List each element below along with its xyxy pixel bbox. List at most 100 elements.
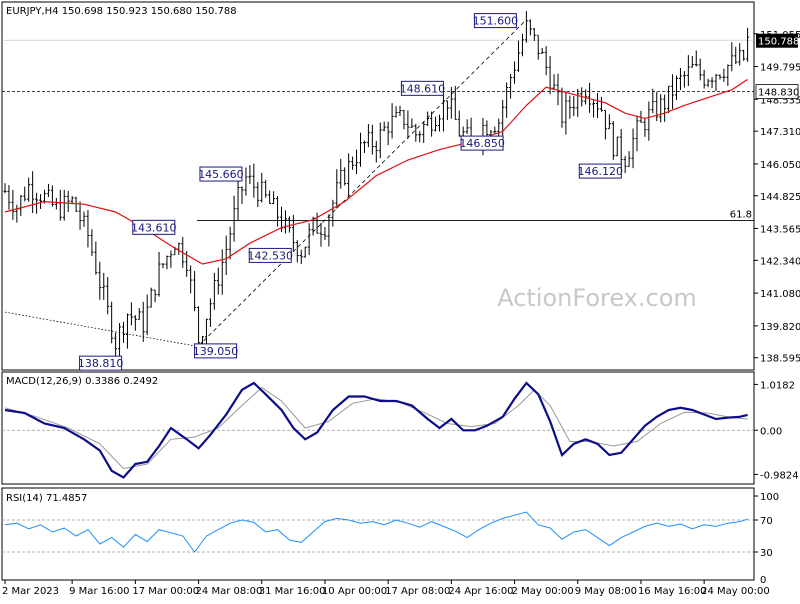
ohlc-bar (283, 210, 287, 234)
ohlc-bar (343, 167, 347, 186)
ohlc-bar (445, 100, 449, 121)
ohlc-bar (248, 165, 252, 185)
ohlc-bar (556, 73, 560, 106)
price-badge-box (755, 84, 799, 100)
ohlc-bar (335, 169, 339, 209)
ohlc-bar (268, 190, 272, 205)
macd-tick-label: 1.0182 (760, 380, 795, 391)
ohlc-bar (651, 88, 655, 114)
ohlc-bar (27, 177, 31, 202)
ohlc-bar (675, 75, 678, 100)
ohlc-bar (619, 128, 623, 169)
ohlc-bar (667, 85, 671, 114)
price-tick-label: 143.565 (760, 225, 800, 236)
ohlc-bar (177, 242, 181, 255)
ohlc-bar (501, 99, 505, 136)
ohlc-bar (287, 216, 291, 233)
watermark: ActionForex.com (497, 284, 697, 312)
ohlc-bar (303, 246, 307, 258)
ohlc-bar (212, 272, 216, 310)
callout-label: 138.810 (78, 357, 124, 370)
ohlc-bar (722, 68, 726, 82)
ohlc-bar (607, 114, 611, 130)
ohlc-bar (702, 69, 706, 89)
price-callout: 145.660 (198, 166, 244, 182)
ohlc-bar (291, 214, 295, 251)
ohlc-bar (398, 105, 402, 117)
ohlc-bar (264, 179, 268, 198)
price-callout: 138.810 (78, 355, 124, 371)
callout-label: 146.120 (578, 165, 624, 178)
time-tick-label: 24 Apr 16:00 (448, 586, 513, 597)
ohlc-bar (659, 94, 663, 123)
price-tick-label: 144.825 (760, 192, 800, 203)
ohlc-bar (714, 73, 718, 91)
ohlc-bar (339, 158, 343, 189)
ohlc-bar (414, 123, 418, 142)
ohlc-bar (655, 91, 659, 122)
ohlc-bar (374, 140, 378, 163)
ohlc-bar (426, 111, 430, 126)
ohlc-bar (694, 50, 698, 67)
trend-line (198, 19, 527, 347)
ohlc-bar (663, 94, 667, 122)
ohlc-bar (698, 58, 702, 81)
price-callout: 151.600 (473, 13, 519, 29)
ohlc-bar (315, 212, 319, 234)
callout-box (460, 135, 504, 151)
ohlc-bar (465, 119, 469, 134)
ohlc-bar (596, 93, 599, 118)
price-tick-label: 146.050 (760, 160, 800, 171)
ohlc-bar (240, 186, 244, 204)
ohlc-bar (378, 122, 382, 159)
ohlc-bar (686, 55, 690, 87)
rsi-tick-label: 100 (760, 492, 779, 503)
callout-box (248, 247, 292, 263)
ohlc-bar (603, 109, 607, 140)
price-panel-frame (1, 1, 755, 371)
rsi-polyline (4, 511, 748, 553)
ohlc-bar (738, 43, 742, 66)
ohlc-bar (78, 201, 82, 230)
ohlc-bar (370, 124, 374, 155)
ohlc-bar (457, 110, 461, 137)
ohlc-bar (359, 132, 362, 167)
callout-box (132, 219, 176, 235)
callout-label: 148.610 (400, 82, 446, 95)
callout-label: 151.600 (473, 15, 519, 28)
callout-label: 139.050 (193, 345, 239, 358)
macd-main-line (4, 381, 748, 479)
time-tick-label: 17 Mar 00:00 (132, 586, 199, 597)
ohlc-bar (706, 78, 710, 88)
price-badge-box (756, 33, 798, 48)
macd-header: MACD(12,26,9) 0.3386 0.2492 (6, 376, 158, 387)
ohlc-bar (386, 121, 390, 146)
ohlc-bar (189, 265, 193, 294)
candles (3, 10, 750, 363)
callout-label: 143.610 (131, 221, 177, 234)
rsi-tick-label: 30 (760, 548, 773, 559)
ohlc-bar (639, 110, 643, 123)
macd-tick-label: -0.9824 (760, 470, 799, 481)
time-tick-label: 2 Mar 2023 (2, 586, 59, 597)
price-callout: 142.530 (248, 247, 294, 263)
ohlc-bar (15, 204, 19, 223)
ohlc-bar (11, 189, 15, 220)
ohlc-bar (125, 313, 129, 349)
ohlc-bar (528, 19, 532, 36)
ohlc-bar (165, 255, 169, 270)
ohlc-bar (524, 10, 528, 43)
ohlc-bar (3, 183, 7, 194)
callout-label: 142.530 (248, 249, 294, 262)
ohlc-bar (347, 153, 351, 198)
ohlc-bar (169, 250, 173, 268)
ohlc-bar (7, 185, 11, 210)
ohlc-bar (228, 226, 232, 260)
time-tick-label: 31 Mar 16:00 (259, 586, 326, 597)
ohlc-bar (627, 151, 631, 167)
ohlc-bar (153, 289, 157, 303)
ohlc-bar (23, 186, 27, 202)
price-tick-label: 138.595 (760, 354, 800, 365)
rsi-header: RSI(14) 71.4857 (6, 493, 87, 504)
